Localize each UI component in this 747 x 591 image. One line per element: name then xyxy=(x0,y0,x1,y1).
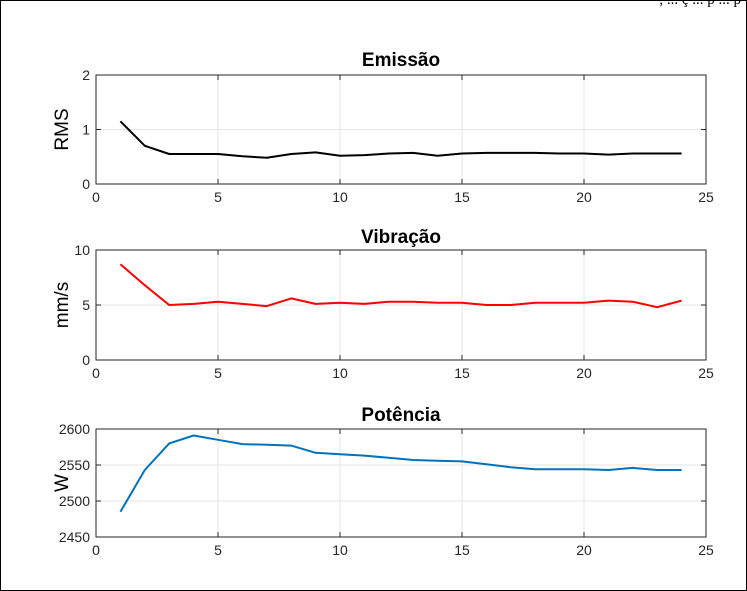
potencia-x-tick-label: 0 xyxy=(92,542,100,558)
cropped-caption: , ... ç ... p ... p xyxy=(659,0,741,8)
vibracao-y-axis-label: mm/s xyxy=(52,282,73,328)
vibracao-x-tick-label: 15 xyxy=(454,365,470,381)
vibracao-x-tick-label: 25 xyxy=(698,365,714,381)
potencia-x-tick-label: 20 xyxy=(576,542,592,558)
emissao-x-tick-label: 5 xyxy=(214,189,222,205)
emissao-x-tick-label: 20 xyxy=(576,189,592,205)
vibracao-x-tick-label: 5 xyxy=(214,365,222,381)
potencia-y-axis-label: W xyxy=(52,474,73,492)
emissao-title: Emissão xyxy=(362,50,440,71)
emissao-x-tick-label: 10 xyxy=(332,189,348,205)
potencia-y-tick-label: 2450 xyxy=(59,529,90,545)
emissao-series-line xyxy=(119,120,682,159)
potencia-series-line xyxy=(119,434,682,513)
potencia-plot-area xyxy=(96,429,706,537)
emissao-y-tick-label: 2 xyxy=(82,67,90,83)
vibracao-y-tick-label: 10 xyxy=(74,242,90,258)
emissao-x-tick-label: 0 xyxy=(92,189,100,205)
potencia-chart: 0 5 10 15 20 25 2450 2500 2550 2600 Potência W xyxy=(52,405,714,558)
potencia-x-tick-label: 15 xyxy=(454,542,470,558)
vibracao-y-tick-label: 0 xyxy=(82,352,90,368)
potencia-x-tick-label: 5 xyxy=(214,542,222,558)
potencia-y-tick-label: 2550 xyxy=(59,457,90,473)
vibracao-x-tick-label: 20 xyxy=(576,365,592,381)
vibracao-title: Vibração xyxy=(361,227,441,248)
potencia-y-tick-label: 2600 xyxy=(59,421,90,437)
vibracao-x-tick-label: 0 xyxy=(92,365,100,381)
potencia-x-tick-label: 25 xyxy=(698,542,714,558)
emissao-x-tick-label: 25 xyxy=(698,189,714,205)
emissao-y-tick-label: 0 xyxy=(82,176,90,192)
emissao-y-axis-label: RMS xyxy=(52,108,73,150)
potencia-title: Potência xyxy=(361,405,441,426)
vibracao-chart: 0 5 10 15 20 25 0 5 10 Vibração mm/s xyxy=(52,227,714,381)
potencia-y-tick-label: 2500 xyxy=(59,493,90,509)
vibracao-x-tick-label: 10 xyxy=(332,365,348,381)
vibracao-series-line xyxy=(119,263,682,309)
emissao-y-tick-label: 1 xyxy=(82,122,90,138)
potencia-x-tick-label: 10 xyxy=(332,542,348,558)
potencia-axes-box xyxy=(95,428,707,538)
emissao-chart: 0 5 10 15 20 25 0 1 2 Emissão RMS xyxy=(52,50,714,205)
emissao-x-tick-label: 15 xyxy=(454,189,470,205)
vibracao-y-tick-label: 5 xyxy=(82,297,90,313)
